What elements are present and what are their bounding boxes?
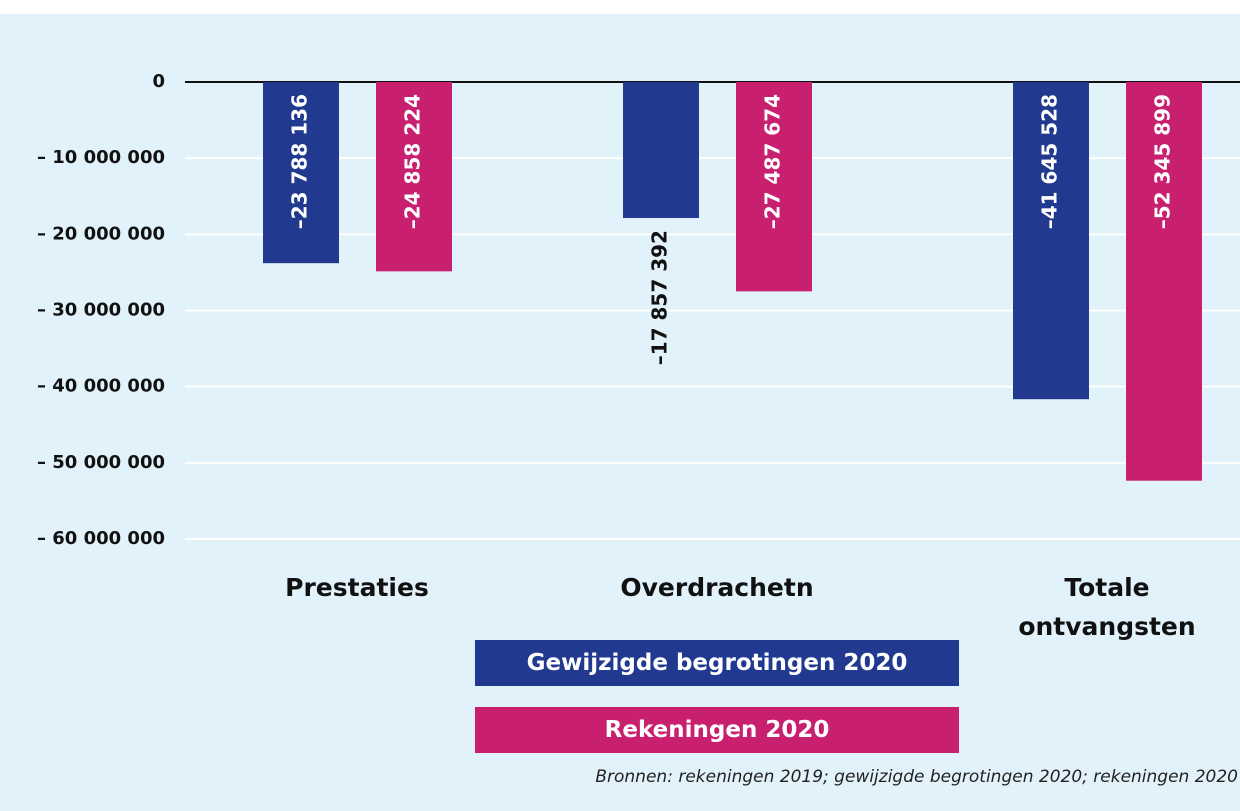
y-tick-label: 0 <box>152 71 165 92</box>
y-tick-label: – 60 000 000 <box>37 528 165 549</box>
value-label: –23 788 136 <box>288 94 312 229</box>
y-tick-label: – 10 000 000 <box>37 147 165 168</box>
bar <box>623 82 699 219</box>
y-tick-label: – 20 000 000 <box>37 223 165 244</box>
bar <box>1013 82 1089 400</box>
category-label: Totale ontvangsten <box>1018 573 1196 641</box>
source-note: Bronnen: rekeningen 2019; gewijzigde beg… <box>595 767 1238 787</box>
value-label: –27 487 674 <box>761 94 785 229</box>
value-label: –17 857 392 <box>648 230 672 365</box>
category-label: Overdrachetn <box>620 573 814 602</box>
y-tick-label: – 30 000 000 <box>37 300 165 321</box>
bar <box>1126 82 1202 481</box>
y-tick-label: – 50 000 000 <box>37 452 165 473</box>
bar <box>263 82 339 264</box>
bar <box>736 82 812 292</box>
legend-entry: Gewijzigde begrotingen 2020 <box>475 640 959 686</box>
value-label: –24 858 224 <box>401 94 425 229</box>
category-label: Prestaties <box>285 573 429 602</box>
value-label: –52 345 899 <box>1151 94 1175 229</box>
legend-entry: Rekeningen 2020 <box>475 707 959 753</box>
bar <box>376 82 452 272</box>
value-label: –41 645 528 <box>1038 94 1062 229</box>
y-tick-label: – 40 000 000 <box>37 376 165 397</box>
